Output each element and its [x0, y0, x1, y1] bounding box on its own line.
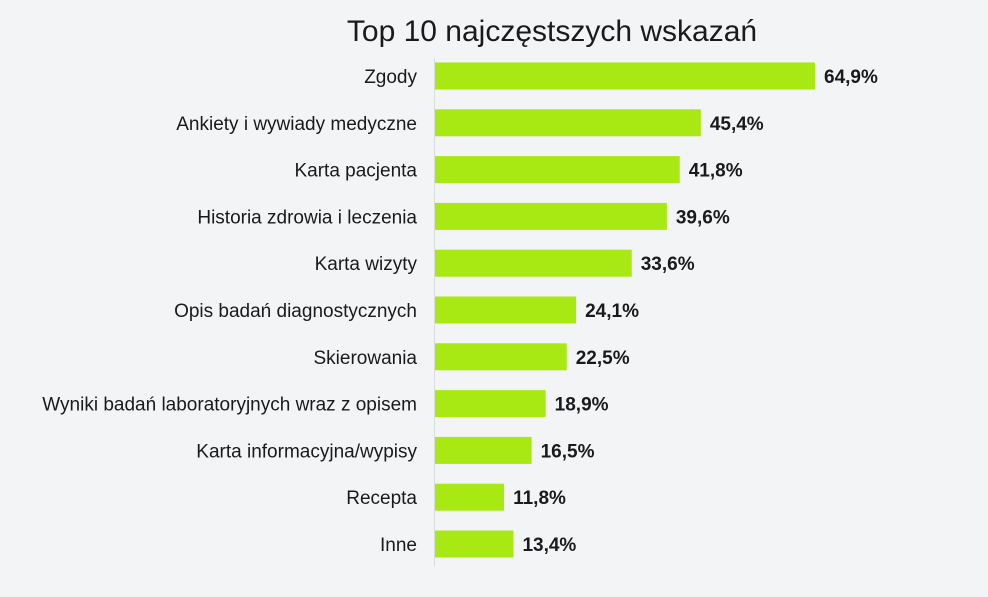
value-label: 24,1% [585, 301, 639, 322]
bar [435, 249, 632, 277]
bar [435, 109, 701, 137]
value-label: 13,4% [522, 535, 576, 556]
category-label: Zgody [364, 67, 417, 88]
bar [435, 436, 532, 464]
value-label: 64,9% [824, 67, 878, 88]
value-label: 39,6% [676, 207, 730, 228]
category-label: Inne [380, 535, 417, 556]
category-label: Ankiety i wywiady medyczne [176, 114, 417, 135]
category-label: Wyniki badań laboratoryjnych wraz z opis… [42, 395, 417, 416]
bar [435, 343, 567, 371]
value-label: 33,6% [641, 254, 695, 275]
bar [435, 390, 546, 418]
chart-title: Top 10 najczęstszych wskazań [347, 15, 757, 48]
category-label: Karta informacyjna/wypisy [196, 441, 417, 462]
category-label: Karta pacjenta [294, 161, 417, 182]
value-label: 16,5% [541, 441, 595, 462]
value-label: 41,8% [689, 161, 743, 182]
bars-group: Zgody 64,9% Ankiety i wywiady medyczne 45,4… [42, 62, 878, 558]
bar [435, 530, 514, 558]
bar [435, 62, 815, 90]
category-label: Historia zdrowia i leczenia [197, 207, 417, 228]
category-label: Recepta [346, 488, 417, 509]
value-label: 45,4% [710, 114, 764, 135]
value-label: 18,9% [555, 395, 609, 416]
category-label: Skierowania [314, 348, 418, 369]
bar [435, 296, 577, 324]
bar [435, 202, 667, 230]
bar [435, 483, 505, 511]
value-label: 11,8% [513, 488, 566, 509]
value-label: 22,5% [576, 348, 630, 369]
bar [435, 156, 680, 184]
category-label: Karta wizyty [315, 254, 418, 275]
category-label: Opis badań diagnostycznych [174, 301, 417, 322]
